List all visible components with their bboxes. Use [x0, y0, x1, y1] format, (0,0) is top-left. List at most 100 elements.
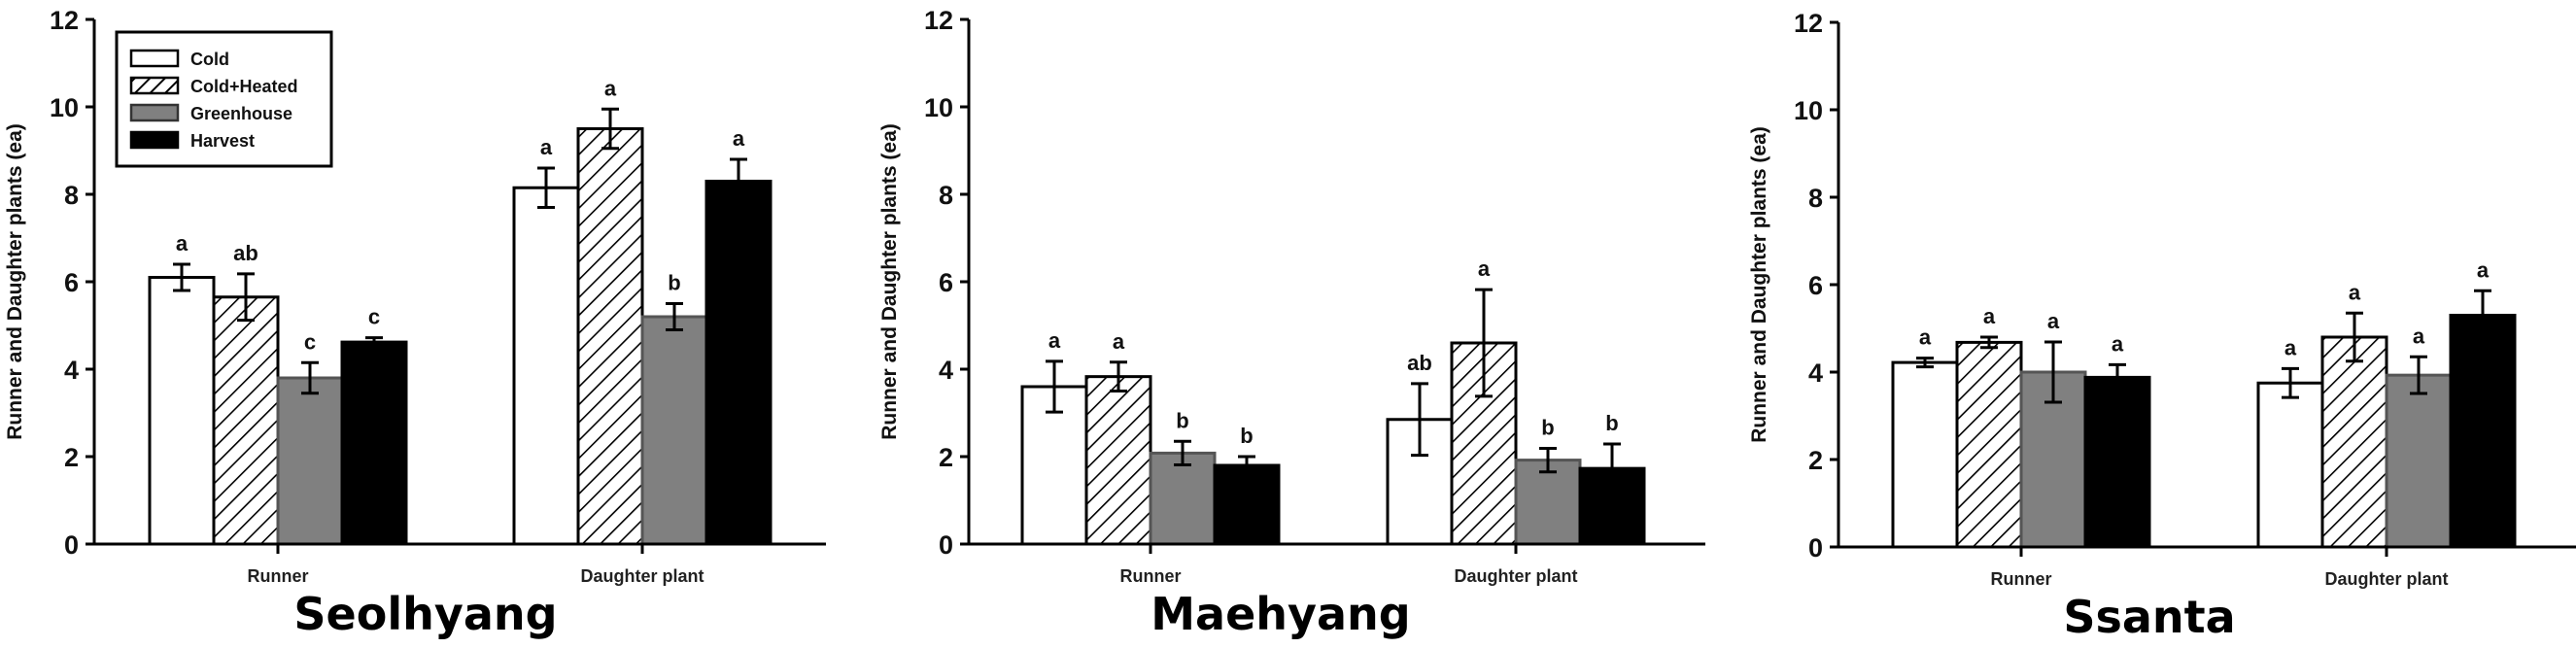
significance-letter: c: [368, 305, 380, 329]
x-category-label: Daughter plant: [580, 566, 704, 586]
panel-maehyang: Runner and Daughter plants (ea) 0 2 4 6 8 10 12…: [878, 6, 1705, 640]
bar-group-daughter-plant: a a a a: [2256, 257, 2517, 549]
panel-title: Seolhyang: [293, 588, 557, 640]
bar-cold: [2256, 381, 2324, 549]
y-tick-label: 0: [64, 530, 79, 560]
y-tick-label: 6: [1808, 271, 1823, 300]
significance-letter: a: [733, 126, 745, 151]
y-axis: 0 2 4 6 8 10 12: [924, 6, 971, 560]
error-bar: [730, 157, 747, 203]
significance-letter: a: [2477, 257, 2490, 282]
y-tick-label: 12: [1794, 9, 1823, 38]
significance-letter: a: [1478, 256, 1491, 281]
significance-letter: a: [2413, 324, 2425, 348]
y-tick-label: 8: [939, 181, 953, 210]
y-axis-label: Runner and Daughter plants (ea): [4, 123, 26, 440]
panel-ssanta: Runner and Daughter plants (ea) 0 2 4 6 8 10 12…: [1748, 9, 2576, 643]
y-tick-label: 4: [939, 356, 953, 385]
y-axis-label: Runner and Daughter plants (ea): [878, 123, 901, 440]
significance-letter: b: [668, 271, 680, 295]
error-bar: [1110, 360, 1127, 392]
error-bar: [2282, 366, 2299, 399]
y-tick-label: 6: [64, 268, 79, 297]
bar-group-runner: a a a a: [1891, 304, 2151, 549]
x-axis: Runner Daughter plant: [1838, 545, 2576, 589]
bar-greenhouse: [1149, 451, 1217, 546]
x-axis: Runner Daughter plant: [969, 542, 1705, 586]
significance-letter: b: [1176, 408, 1188, 432]
bar-group-runner: a ab c c: [148, 231, 408, 546]
error-bar: [173, 262, 190, 292]
significance-letter: c: [304, 329, 316, 354]
bar-greenhouse: [276, 376, 344, 546]
significance-letter: a: [1048, 328, 1061, 353]
legend-label: Cold+Heated: [190, 77, 298, 96]
bar-cold-heated: [212, 295, 280, 546]
legend-label: Greenhouse: [190, 104, 292, 123]
legend-item-harvest: Harvest: [129, 130, 255, 151]
bar-harvest: [704, 180, 773, 546]
error-bar: [2044, 340, 2062, 404]
y-tick-label: 10: [1794, 96, 1823, 125]
significance-letter: a: [1983, 304, 1996, 328]
error-bar: [237, 272, 255, 323]
x-axis: Runner Daughter plant: [94, 542, 826, 586]
legend: Cold Cold+Heated Greenhouse Harvest: [115, 30, 333, 168]
bar-cold-heated: [1084, 375, 1152, 546]
significance-letter: a: [604, 76, 617, 100]
error-bar: [2346, 311, 2363, 363]
bar-greenhouse: [2385, 373, 2453, 549]
legend-swatch: [129, 49, 180, 68]
error-bar: [1174, 439, 1191, 467]
y-tick-label: 0: [939, 530, 953, 560]
legend-item-greenhouse: Greenhouse: [129, 103, 292, 123]
bar-greenhouse: [640, 315, 708, 546]
error-bar: [537, 166, 555, 209]
bar-group-runner: a a b b: [1020, 328, 1281, 546]
error-bar: [666, 302, 683, 331]
significance-letter: a: [2349, 280, 2361, 304]
bar-group-daughter-plant: a a b a: [512, 76, 773, 546]
y-tick-label: 4: [64, 356, 79, 385]
error-bar: [1411, 382, 1428, 458]
error-bar: [1238, 455, 1255, 474]
bar-harvest: [340, 340, 408, 546]
legend-item-cold-heated: Cold+Heated: [129, 76, 298, 96]
y-tick-label: 0: [1808, 533, 1823, 563]
bar-harvest: [2083, 375, 2151, 549]
x-category-label: Daughter plant: [2324, 569, 2448, 589]
significance-letter: a: [1919, 325, 1932, 350]
x-category-label: Daughter plant: [1454, 566, 1577, 586]
bar-cold-heated: [2320, 335, 2388, 549]
legend-item-cold: Cold: [129, 49, 229, 69]
bar-harvest: [2449, 314, 2517, 549]
y-tick-label: 10: [924, 93, 953, 122]
significance-letter: b: [1240, 424, 1253, 448]
error-bar: [2410, 355, 2427, 395]
bar-cold: [148, 276, 216, 546]
error-bar: [1539, 446, 1557, 474]
y-tick-label: 8: [1808, 184, 1823, 213]
bar-cold-heated: [1955, 340, 2023, 549]
error-bar: [301, 360, 319, 395]
panel-seolhyang: Runner and Daughter plants (ea) 0 2 4 6 8 10 12…: [4, 6, 826, 640]
y-tick-label: 6: [939, 268, 953, 297]
y-tick-label: 2: [939, 443, 953, 472]
significance-letter: a: [176, 231, 189, 256]
error-bar: [365, 336, 383, 347]
y-tick-label: 4: [1808, 358, 1823, 388]
panel-title: Ssanta: [2063, 591, 2235, 643]
legend-swatch: [129, 130, 180, 150]
y-tick-label: 12: [924, 6, 953, 35]
legend-label: Harvest: [190, 131, 255, 151]
significance-letter: a: [2112, 331, 2124, 356]
error-bar: [1603, 442, 1621, 494]
y-tick-label: 8: [64, 181, 79, 210]
y-tick-label: 2: [64, 443, 79, 472]
significance-letter: a: [2047, 309, 2060, 333]
significance-letter: a: [2284, 335, 2297, 359]
x-category-label: Runner: [1120, 566, 1182, 586]
legend-swatch: [129, 76, 180, 95]
